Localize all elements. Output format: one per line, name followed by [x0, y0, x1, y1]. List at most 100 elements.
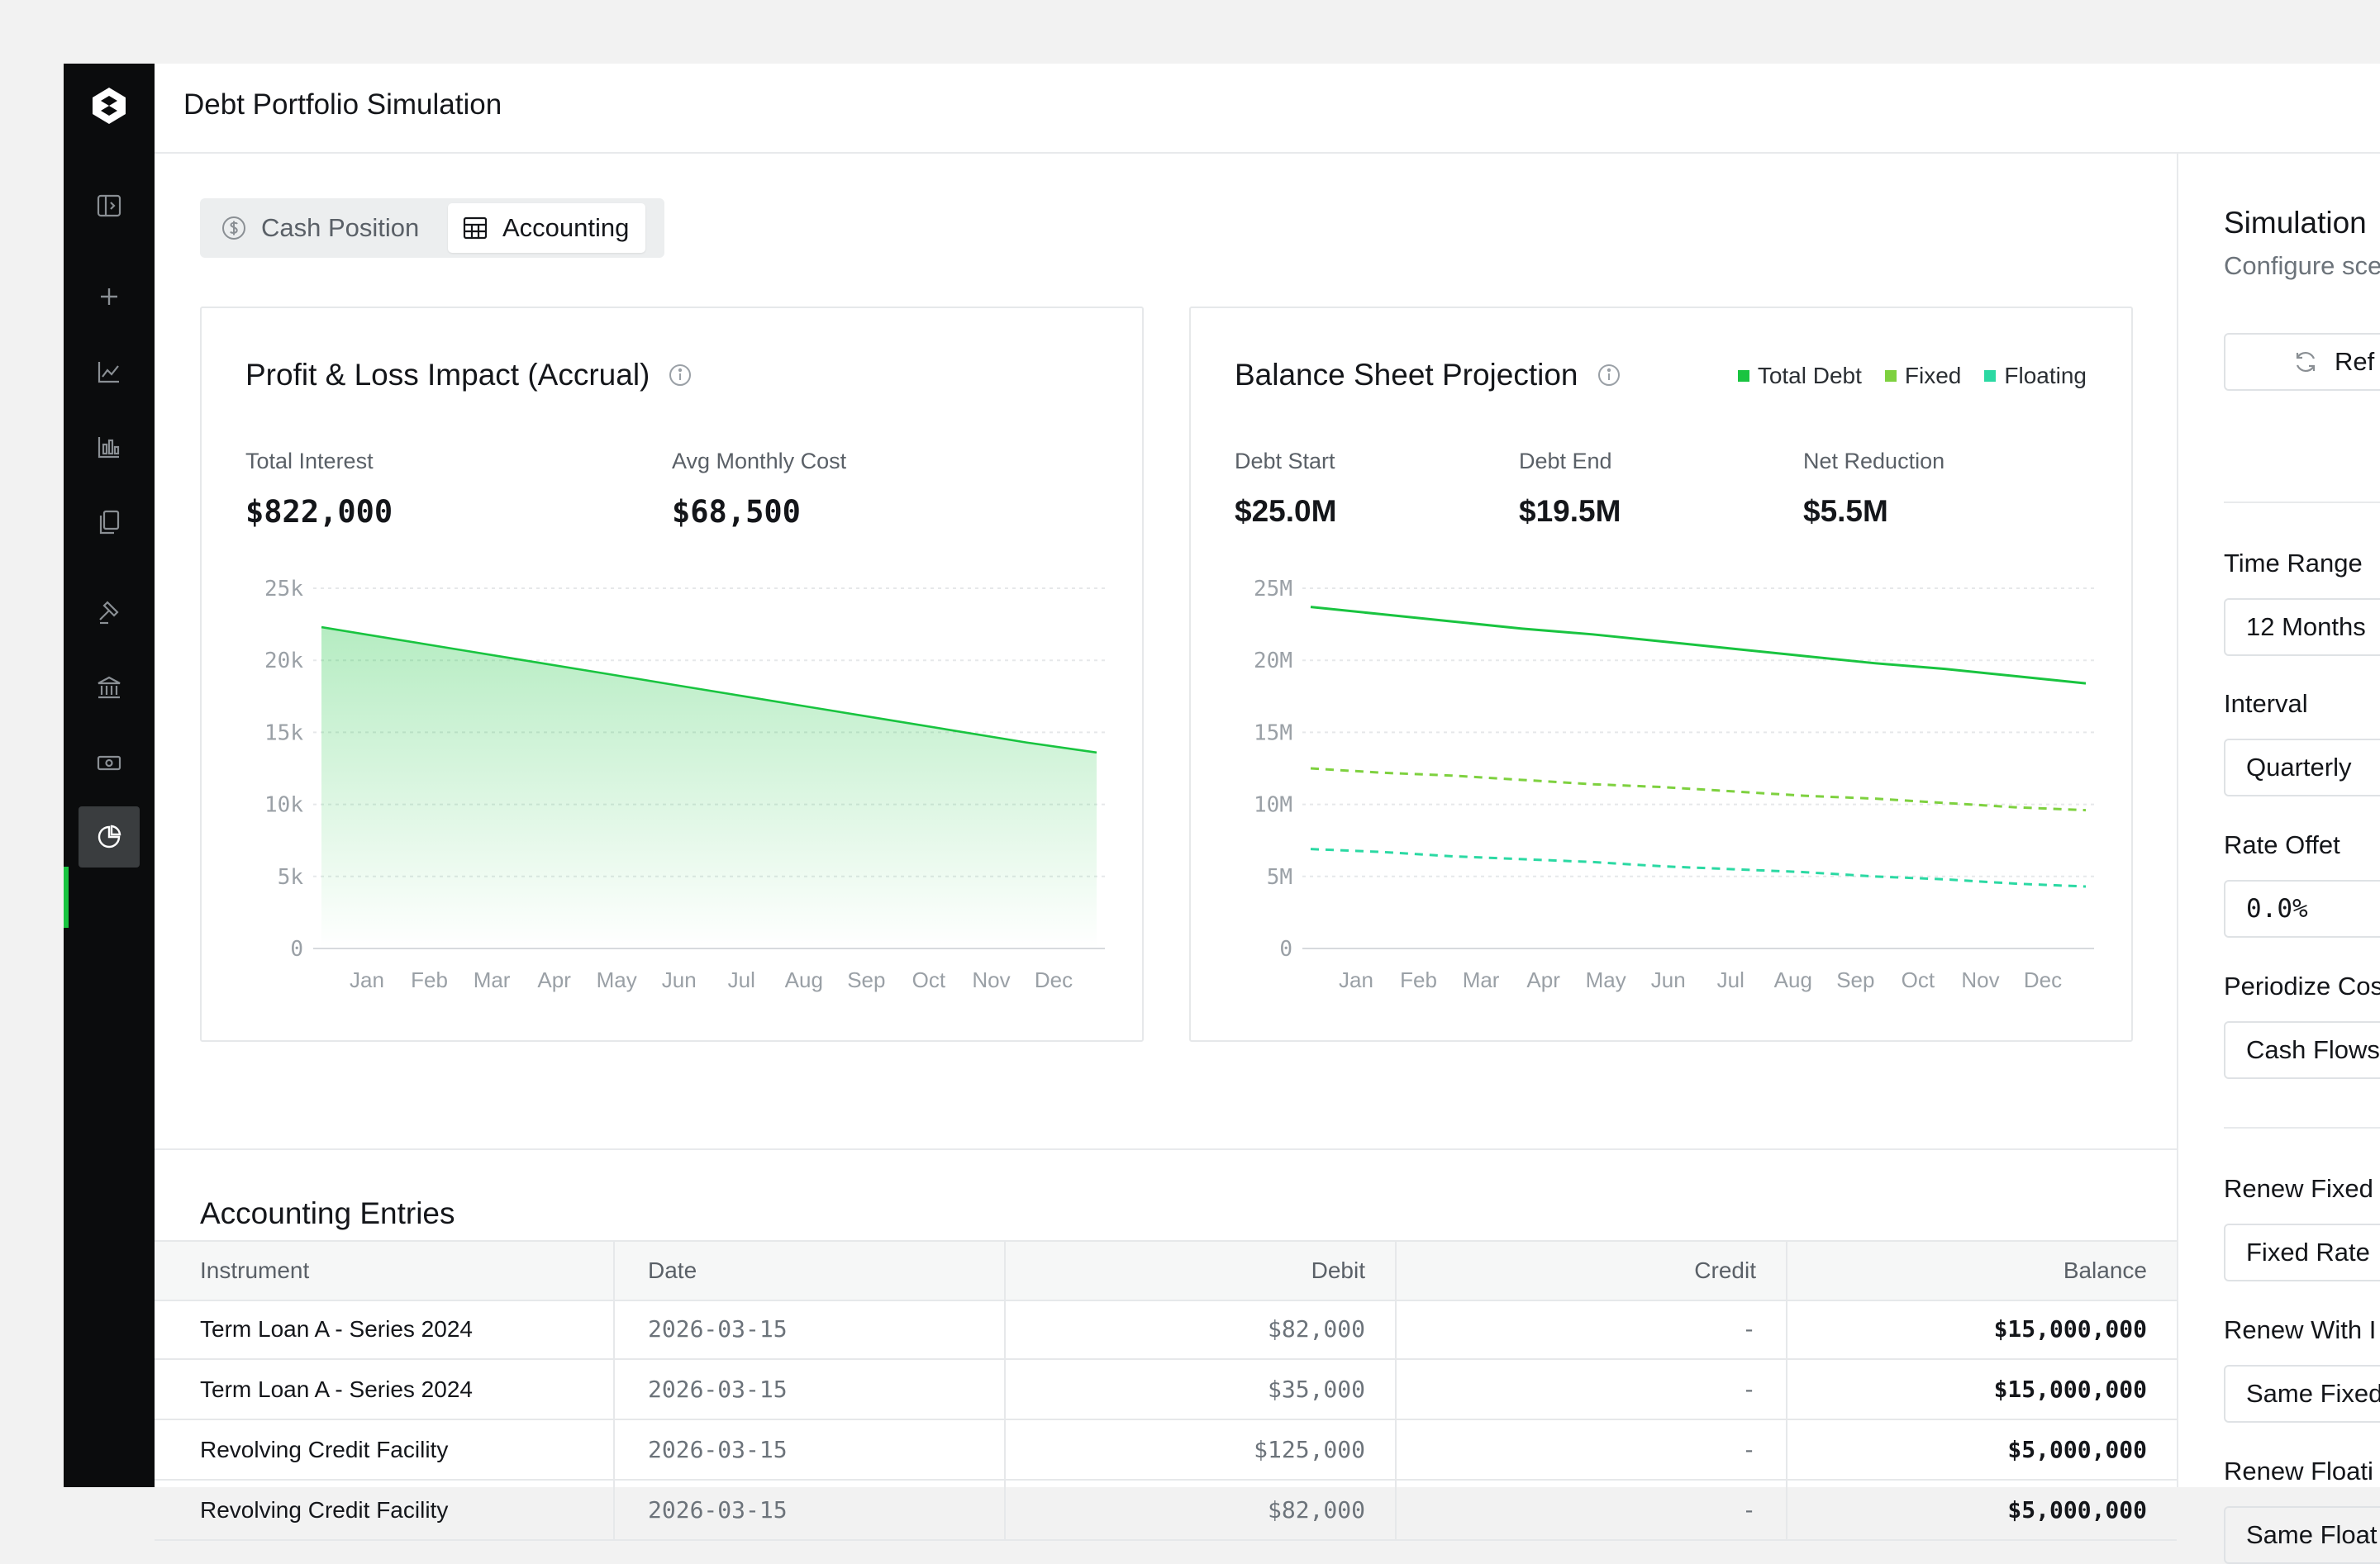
- metric-label: Total Interest: [245, 449, 374, 473]
- series-line-fixed: [1310, 767, 2087, 812]
- pnl-card: Profit & Loss Impact (Accrual) Total Int…: [200, 307, 1144, 1042]
- plus-icon[interactable]: [79, 266, 140, 327]
- cell-instrument: Revolving Credit Facility: [200, 1436, 449, 1462]
- sidebar-toggle-icon[interactable]: [79, 175, 140, 236]
- x-tick-label: Jul: [728, 967, 755, 992]
- panel-title: Simulation: [2224, 206, 2367, 240]
- renew-with-select[interactable]: Same Fixed: [2224, 1365, 2380, 1423]
- pnl-title: Profit & Loss Impact (Accrual): [245, 358, 693, 392]
- info-icon[interactable]: [668, 363, 693, 387]
- renew-floating-select[interactable]: Same Float: [2224, 1506, 2380, 1564]
- pnl-title-text: Profit & Loss Impact (Accrual): [245, 358, 650, 392]
- cell-debit: $125,000: [1004, 1420, 1395, 1479]
- cell-balance: $15,000,000: [1786, 1300, 2177, 1358]
- x-tick-label: Nov: [1961, 967, 1999, 992]
- col-debit[interactable]: Debit: [1004, 1242, 1395, 1300]
- x-tick-label: Sep: [1836, 967, 1874, 992]
- metric-debt-start: Debt Start $25.0M: [1235, 449, 1336, 529]
- col-balance[interactable]: Balance: [1786, 1242, 2177, 1300]
- balance-title-text: Balance Sheet Projection: [1235, 358, 1578, 392]
- cell-credit: -: [1395, 1300, 1786, 1358]
- col-credit[interactable]: Credit: [1395, 1242, 1786, 1300]
- legend-fixed: Fixed: [1884, 363, 1962, 389]
- metric-value: $68,500: [672, 494, 801, 530]
- x-tick-label: Dec: [1035, 967, 1073, 992]
- cell-date: 2026-03-15: [613, 1420, 1004, 1479]
- x-tick-label: Aug: [785, 967, 823, 992]
- y-tick-label: 20M: [1254, 649, 1292, 673]
- x-tick-label: Feb: [411, 967, 448, 992]
- metric-debt-end: Debt End $19.5M: [1519, 449, 1621, 529]
- area-fill: [321, 627, 1097, 948]
- field-label-renew-floating: Renew Floati: [2224, 1457, 2373, 1486]
- col-date[interactable]: Date: [613, 1242, 1004, 1300]
- metric-net-reduction: Net Reduction $5.5M: [1803, 449, 1944, 529]
- x-tick-label: Jan: [1339, 967, 1373, 992]
- x-tick-label: Feb: [1400, 967, 1437, 992]
- legend-label: Fixed: [1904, 363, 1962, 388]
- col-instrument[interactable]: Instrument: [200, 1257, 310, 1283]
- refresh-label: Ref: [2335, 347, 2375, 376]
- table-row[interactable]: Term Loan A - Series 2024 2026-03-15 $82…: [155, 1300, 2177, 1360]
- legend-label: Floating: [2004, 363, 2087, 388]
- y-tick-label: 10M: [1254, 793, 1292, 818]
- renew-fixed-select[interactable]: Fixed Rate: [2224, 1224, 2380, 1281]
- y-tick-label: 0: [1279, 937, 1292, 962]
- tab-cash-position[interactable]: Cash Position: [220, 203, 419, 253]
- periodize-cost-select[interactable]: Cash Flows: [2224, 1021, 2380, 1079]
- table-row[interactable]: Revolving Credit Facility 2026-03-15 $12…: [155, 1420, 2177, 1481]
- x-tick-label: Oct: [912, 967, 946, 992]
- x-tick-label: May: [597, 967, 637, 992]
- x-tick-label: Aug: [1774, 967, 1812, 992]
- x-tick-label: Mar: [474, 967, 511, 992]
- info-icon[interactable]: [1597, 363, 1621, 387]
- cell-credit: -: [1395, 1420, 1786, 1479]
- cell-debit: $82,000: [1004, 1481, 1395, 1539]
- time-range-select[interactable]: 12 Months: [2224, 598, 2380, 656]
- x-tick-label: Dec: [2024, 967, 2062, 992]
- x-tick-label: Jun: [1651, 967, 1686, 992]
- cell-date: 2026-03-15: [613, 1481, 1004, 1539]
- table-row[interactable]: Revolving Credit Facility 2026-03-15 $82…: [155, 1481, 2177, 1541]
- cell-date: 2026-03-15: [613, 1300, 1004, 1358]
- pie-chart-icon[interactable]: [79, 806, 140, 868]
- bank-icon[interactable]: [79, 657, 140, 718]
- field-label-interval: Interval: [2224, 689, 2308, 718]
- metric-total-interest: Total Interest $822,000: [245, 449, 393, 530]
- area-line: [321, 625, 1097, 754]
- y-tick-label: 5k: [278, 865, 304, 890]
- metric-label: Avg Monthly Cost: [672, 449, 847, 473]
- line-chart-icon[interactable]: [79, 341, 140, 402]
- refresh-button[interactable]: Ref: [2224, 333, 2380, 391]
- cell-credit: -: [1395, 1481, 1786, 1539]
- y-tick-label: 15k: [264, 720, 303, 745]
- x-tick-label: May: [1586, 967, 1626, 992]
- cell-instrument: Revolving Credit Facility: [200, 1496, 449, 1523]
- interval-select[interactable]: Quarterly: [2224, 739, 2380, 796]
- cell-credit: -: [1395, 1360, 1786, 1419]
- panel-divider: [2224, 1127, 2380, 1129]
- cell-debit: $82,000: [1004, 1300, 1395, 1358]
- gavel-icon[interactable]: [79, 582, 140, 643]
- cash-icon[interactable]: [79, 732, 140, 793]
- y-tick-label: 5M: [1267, 865, 1292, 890]
- documents-icon[interactable]: [79, 492, 140, 553]
- balance-sheet-card: Balance Sheet Projection Total Debt Fixe…: [1189, 307, 2133, 1042]
- x-tick-label: Sep: [847, 967, 885, 992]
- field-label-renew-with: Renew With I: [2224, 1315, 2377, 1344]
- legend-total-debt: Total Debt: [1737, 363, 1862, 389]
- table-row[interactable]: Term Loan A - Series 2024 2026-03-15 $35…: [155, 1360, 2177, 1420]
- dollar-circle-icon: [222, 216, 245, 240]
- rate-offset-input[interactable]: 0.0%: [2224, 880, 2380, 938]
- view-tabs: Cash Position Accounting: [200, 198, 664, 258]
- active-indicator: [64, 867, 69, 928]
- cell-balance: $5,000,000: [1786, 1420, 2177, 1479]
- app-logo[interactable]: [89, 86, 129, 126]
- bar-chart-icon[interactable]: [79, 416, 140, 478]
- cell-instrument: Term Loan A - Series 2024: [200, 1376, 473, 1402]
- tab-accounting[interactable]: Accounting: [448, 203, 646, 253]
- series-line-floating: [1310, 848, 2087, 888]
- metric-label: Debt Start: [1235, 449, 1335, 473]
- cell-date: 2026-03-15: [613, 1360, 1004, 1419]
- legend-floating: Floating: [1984, 363, 2087, 389]
